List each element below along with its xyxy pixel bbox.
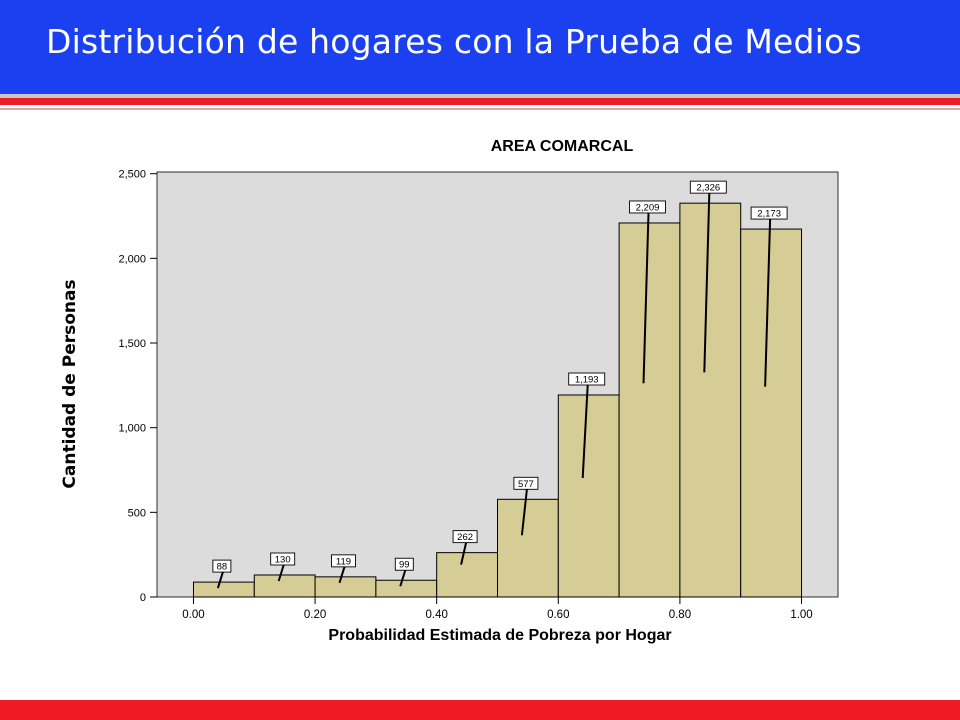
data-label-box [394,557,414,571]
data-labels-layer: 88 130 119 99 262 577 1,193 2,209 2,326 2,173 [212,180,788,589]
data-label-leader [399,569,407,587]
histogram-bar [497,498,559,598]
histogram-bar [375,579,438,598]
data-label-box [568,372,606,386]
x-tick-label: 0.80 [669,609,691,621]
data-label: 2,209 [636,202,660,213]
header-divider-gap [0,105,960,108]
slide-title: Distribución de hogares con la Prueba de… [46,22,862,61]
data-label-leader [216,571,224,589]
y-tick-label: 0 [140,592,146,604]
histogram-bar [618,222,681,598]
data-label-box [212,559,232,573]
header-divider-red [0,98,960,105]
y-tick-label: 500 [128,507,146,519]
data-label-leader [277,564,285,582]
data-label-leader [642,212,650,384]
histogram-chart: 88 130 119 99 262 577 1,193 2,209 2,326 2,173 0 50… [60,138,839,644]
histogram-bar [679,202,742,598]
data-label-box [331,554,356,568]
y-tick-label: 2,500 [118,169,146,181]
x-axis-label: Probabilidad Estimada de Pobreza por Hog… [328,627,671,644]
x-tick-label: 0.20 [304,609,326,621]
data-label-box [629,200,666,214]
histogram-bar [436,552,499,598]
header-divider-gray [0,94,960,98]
chart-title: AREA COMARCAL [491,138,634,155]
histogram-bar [253,574,316,598]
data-label-leader [703,193,711,373]
histogram-bar [740,228,803,598]
data-label-leader [520,489,528,536]
histogram-bar [314,576,377,598]
header-divider-red-thin [0,108,960,110]
data-label: 119 [336,556,351,567]
data-label: 99 [399,560,410,571]
data-label-box [452,530,478,544]
data-label: 1,193 [575,374,599,385]
data-label-leader [581,384,589,478]
data-label: 2,326 [696,183,720,194]
data-label-leader [460,542,468,565]
data-label: 88 [217,562,228,573]
data-label-box [750,206,788,220]
histogram-bar [192,581,255,598]
x-tick-label: 0.60 [547,609,569,621]
data-label: 2,173 [757,209,781,220]
data-label-leader [764,219,772,387]
y-axis-label: Cantidad de Personas [60,279,80,488]
data-label: 577 [518,479,534,490]
data-label-box [270,552,296,566]
x-tick-label: 1.00 [790,609,812,621]
y-tick-label: 2,000 [118,253,146,265]
slide-header: Distribución de hogares con la Prueba de… [0,0,960,94]
histogram-bar [557,394,620,598]
y-tick-label: 1,500 [118,338,146,350]
data-label-box [689,180,727,194]
data-label: 130 [275,554,291,565]
y-tick-label: 1,000 [118,423,146,435]
data-label-leader [338,566,346,584]
x-tick-label: 0.40 [426,609,448,621]
slide-footer-bar [0,700,960,720]
data-label: 262 [457,532,473,543]
bars-layer [192,202,803,598]
x-tick-label: 0.00 [182,609,204,621]
axes-layer: 0 500 1,000 1,500 2,000 2,500 0.00 0.20 0.40 0.60… [118,169,812,621]
data-label-box [513,476,539,490]
